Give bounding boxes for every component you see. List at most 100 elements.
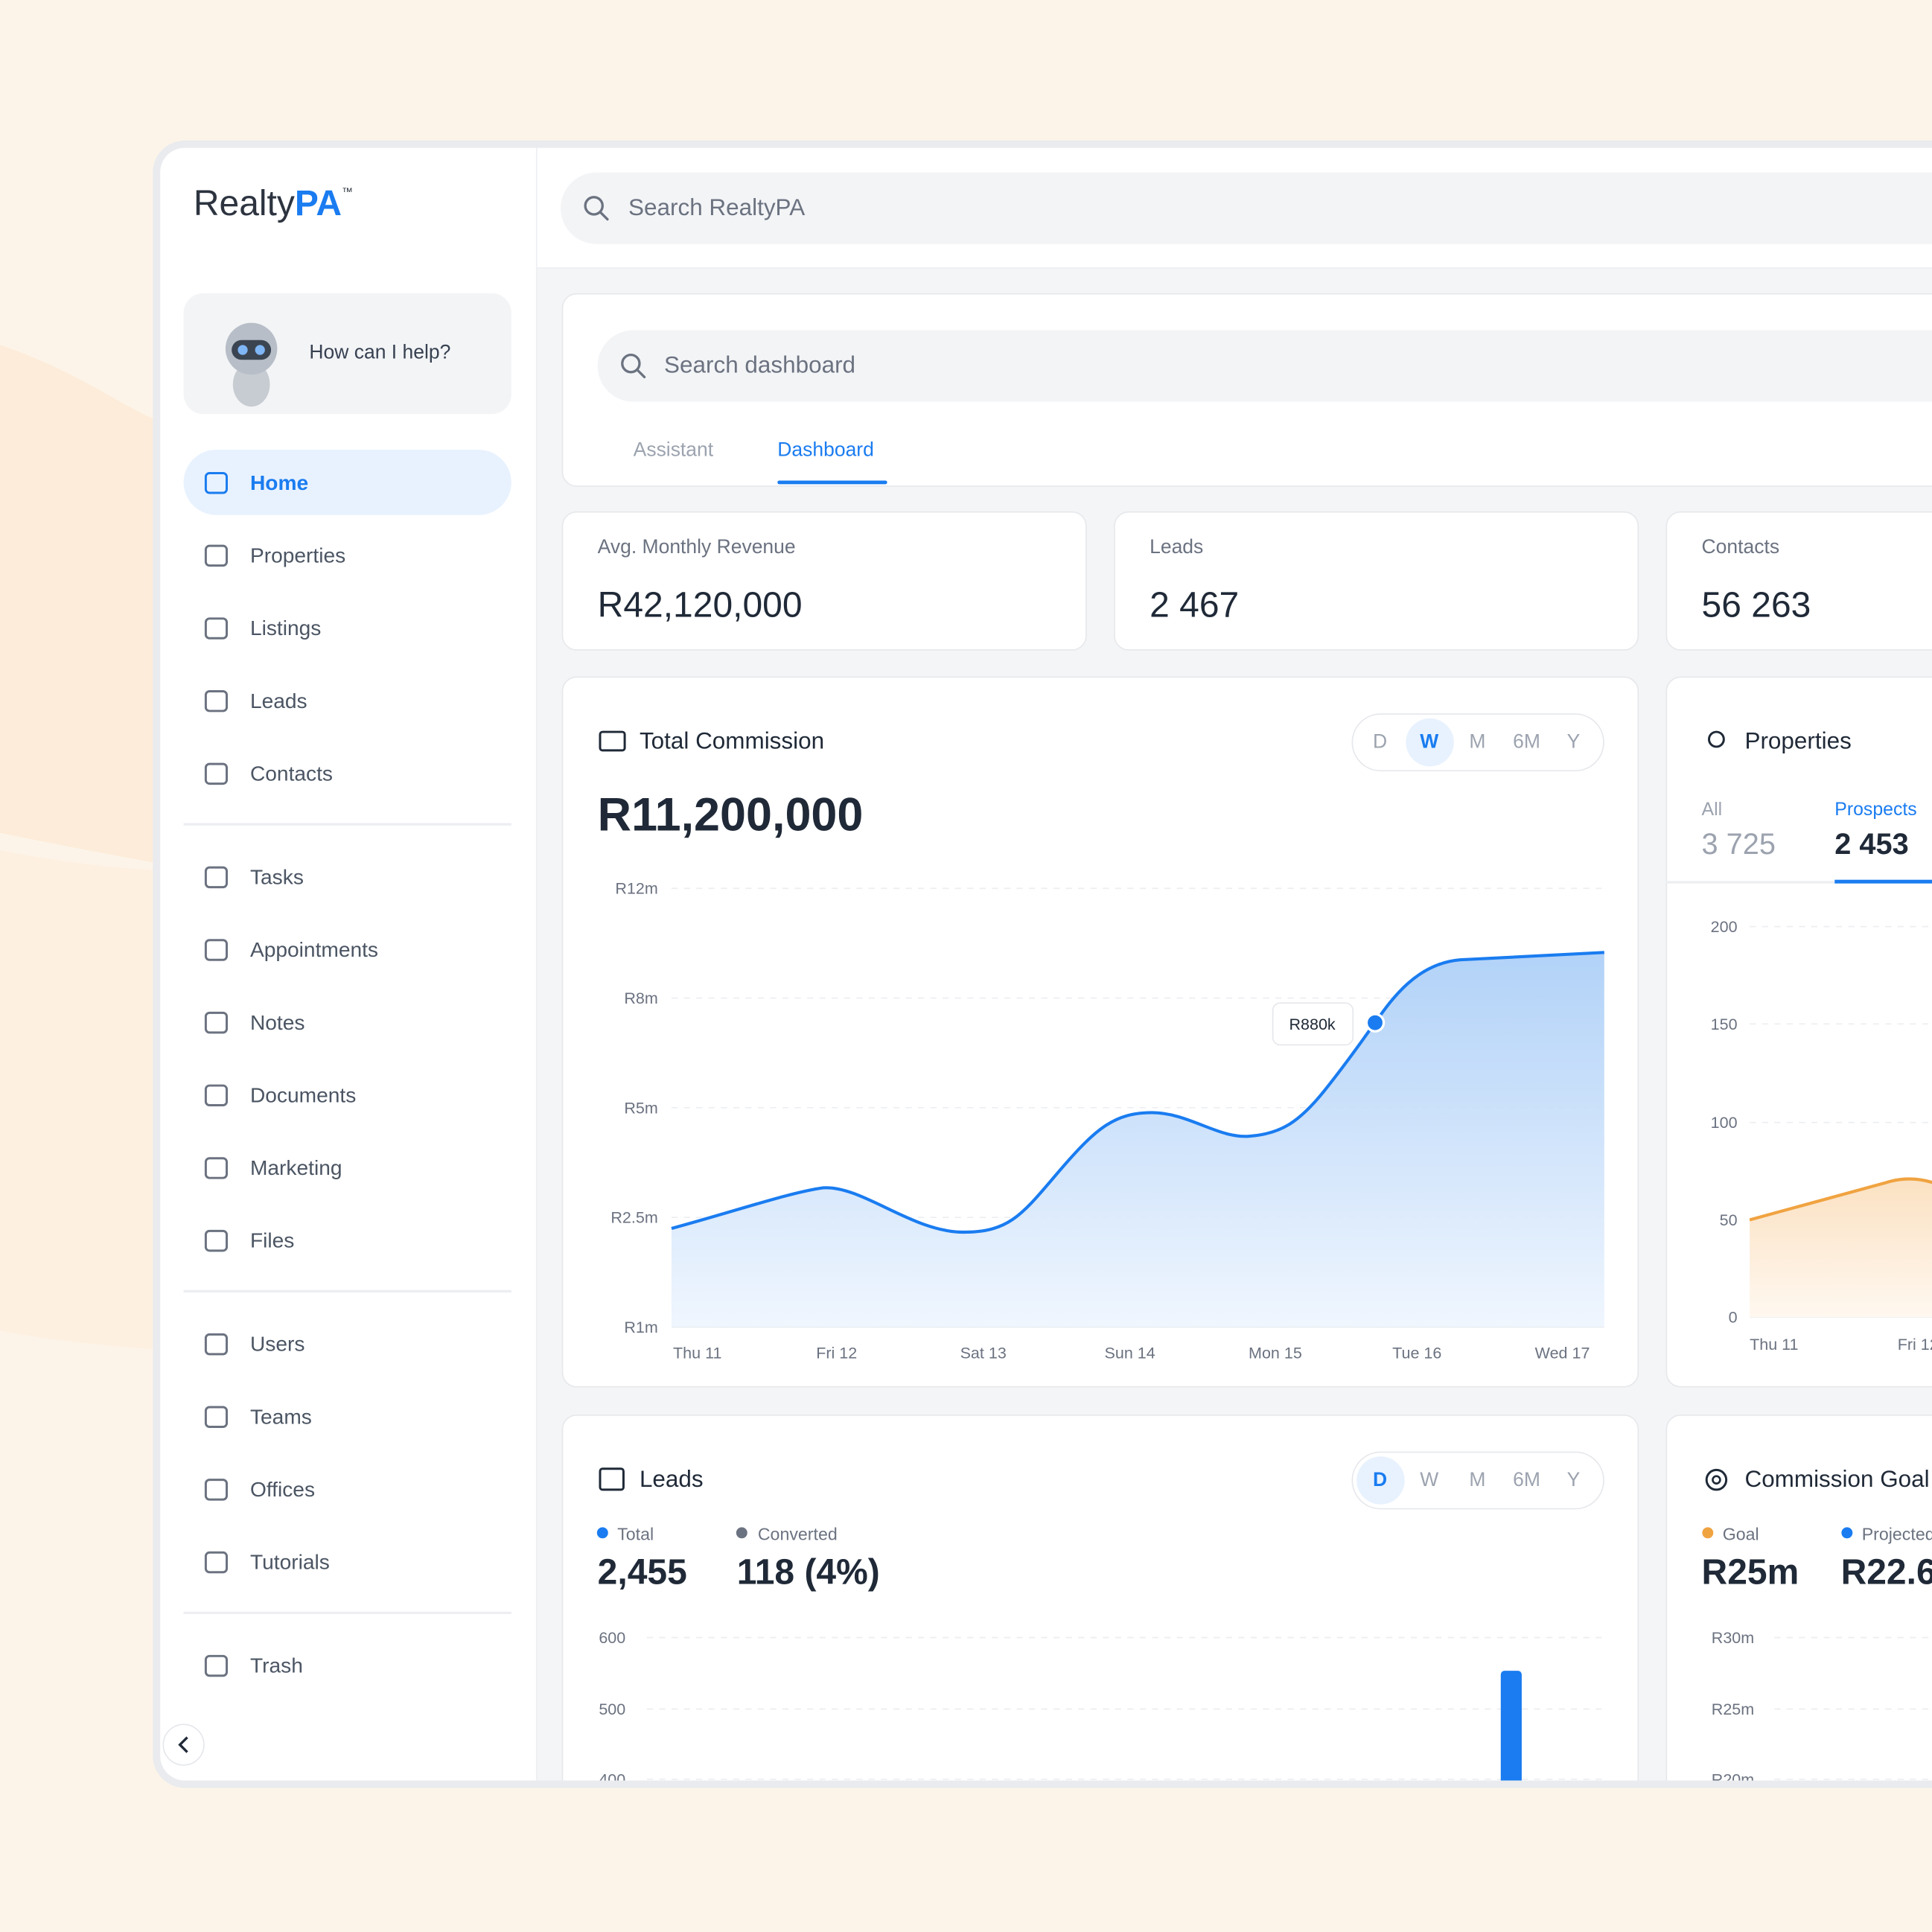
nav-item[interactable]: Offices (249, 1478, 316, 1502)
tab-value: 3 725 (1701, 828, 1776, 861)
legend-value: 2,455 (597, 1553, 687, 1593)
search-icon (599, 211, 609, 221)
nav-icon (204, 1654, 229, 1677)
period-button[interactable]: W (1420, 732, 1439, 753)
active-nav-bg (183, 450, 511, 515)
x-tick-label: Mon 15 (1249, 1343, 1302, 1362)
legend-label: Goal (1722, 1524, 1759, 1544)
period-active (1356, 1456, 1405, 1505)
nav-item[interactable]: Users (249, 1332, 305, 1356)
y-tick-label: R1m (624, 1318, 658, 1336)
period-button[interactable]: W (1420, 1470, 1439, 1491)
y-tick-label: R20m (1711, 1770, 1755, 1789)
nav-icon (204, 1157, 229, 1179)
search-placeholder[interactable]: Search dashboard (664, 353, 856, 379)
dashboard-search[interactable] (597, 330, 1932, 402)
period-button[interactable]: Y (1566, 732, 1581, 753)
search-placeholder[interactable]: Search RealtyPA (628, 195, 806, 222)
legend-dot (1702, 1527, 1714, 1539)
tab-value: 2 453 (1834, 828, 1909, 861)
x-tick-label: Tue 16 (1392, 1343, 1442, 1362)
period-button[interactable]: D (1373, 732, 1388, 753)
nav-icon (204, 1479, 229, 1501)
tooltip-dot (1365, 1013, 1386, 1033)
period-button[interactable]: 6M (1513, 1470, 1540, 1491)
card-icon (599, 730, 626, 752)
tooltip (1272, 1002, 1354, 1046)
nav-icon (204, 617, 229, 640)
nav-icon (204, 939, 229, 961)
stat-label: Leads (1150, 537, 1204, 558)
nav-item[interactable]: Marketing (249, 1156, 342, 1180)
y-tick-label: 400 (599, 1770, 626, 1789)
y-tick-label: 100 (1710, 1113, 1738, 1132)
assistant-prompt: How can I help? (309, 342, 451, 364)
tab[interactable]: Prospects (1834, 799, 1917, 820)
nav-icon (204, 472, 229, 494)
lead-bar (1500, 1671, 1522, 1781)
nav-item[interactable]: Contacts (249, 762, 334, 786)
tab-underline (777, 480, 887, 485)
nav-icon (204, 866, 229, 889)
y-tick-label: 500 (599, 1700, 626, 1718)
nav-icon (204, 1229, 229, 1252)
card-icon (1707, 730, 1725, 748)
sidebar (160, 147, 538, 1781)
nav-item[interactable]: Listings (249, 616, 322, 640)
nav-icon (204, 1551, 229, 1574)
legend-value: 118 (4%) (736, 1553, 880, 1593)
robot (232, 339, 272, 360)
y-tick-label: 0 (1728, 1307, 1738, 1327)
x-tick-label: Wed 17 (1534, 1343, 1590, 1362)
properties-area (1750, 1179, 1932, 1318)
properties-line (1749, 1177, 1932, 1222)
nav-item[interactable]: Documents (249, 1083, 357, 1108)
period-button[interactable]: M (1469, 732, 1486, 753)
period-active (1406, 718, 1454, 767)
y-tick-label: 50 (1719, 1211, 1738, 1229)
y-tick-label: 200 (1710, 917, 1738, 936)
stat-card (561, 511, 1087, 651)
stat-value: 56 263 (1701, 585, 1811, 625)
logo-part: PA (294, 184, 342, 224)
nav-item[interactable]: Files (249, 1228, 295, 1253)
logo-part: ™ (342, 185, 353, 198)
nav-item[interactable]: Notes (249, 1010, 305, 1035)
collapse-button[interactable] (162, 1724, 205, 1766)
nav-icon (204, 1011, 229, 1034)
nav-icon (204, 762, 229, 785)
global-search[interactable] (561, 172, 1932, 244)
nav-item[interactable]: Teams (249, 1405, 312, 1429)
period-switch[interactable] (1351, 713, 1604, 772)
nav-item[interactable]: Tutorials (249, 1550, 330, 1575)
tab[interactable]: All (1701, 799, 1723, 820)
logo-part: Realty (193, 184, 295, 224)
stat-label: Contacts (1701, 537, 1780, 558)
y-tick-label: R2.5m (610, 1208, 658, 1227)
nav-item[interactable]: Tasks (249, 865, 304, 890)
legend-dot (1841, 1527, 1853, 1539)
period-button[interactable]: Y (1566, 1470, 1581, 1491)
commission-total: R11,200,000 (597, 789, 864, 842)
period-button[interactable]: M (1469, 1470, 1486, 1491)
robot (255, 345, 265, 355)
nav-item[interactable]: Home (249, 471, 309, 495)
card-icon (1712, 1475, 1721, 1485)
search-icon (635, 368, 646, 379)
tab[interactable]: Dashboard (777, 439, 874, 461)
commission-goal-card (1665, 1414, 1932, 1781)
tab[interactable]: Assistant (633, 439, 714, 461)
period-button[interactable]: D (1373, 1470, 1388, 1491)
y-tick-label: R8m (624, 989, 658, 1007)
nav-item[interactable]: Leads (249, 689, 307, 713)
period-button[interactable]: 6M (1513, 732, 1540, 753)
nav-item[interactable]: Properties (249, 543, 346, 568)
nav-item[interactable]: Appointments (249, 938, 379, 962)
nav-item[interactable]: Trash (249, 1654, 303, 1678)
robot (237, 345, 248, 355)
legend-dot (596, 1527, 608, 1539)
y-tick-label: 600 (599, 1628, 626, 1647)
